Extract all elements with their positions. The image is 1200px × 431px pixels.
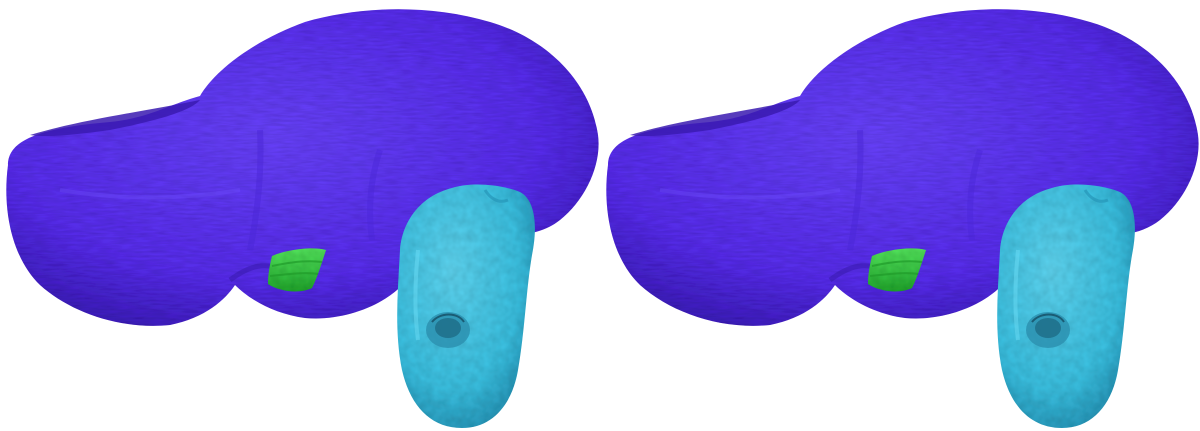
main-structure-purple-shifted [606,9,1198,428]
right-view-panel [600,0,1200,431]
main-structure-purple [6,9,598,428]
right-3d-render [600,0,1200,431]
left-3d-render [0,0,600,431]
left-view-panel [0,0,600,431]
